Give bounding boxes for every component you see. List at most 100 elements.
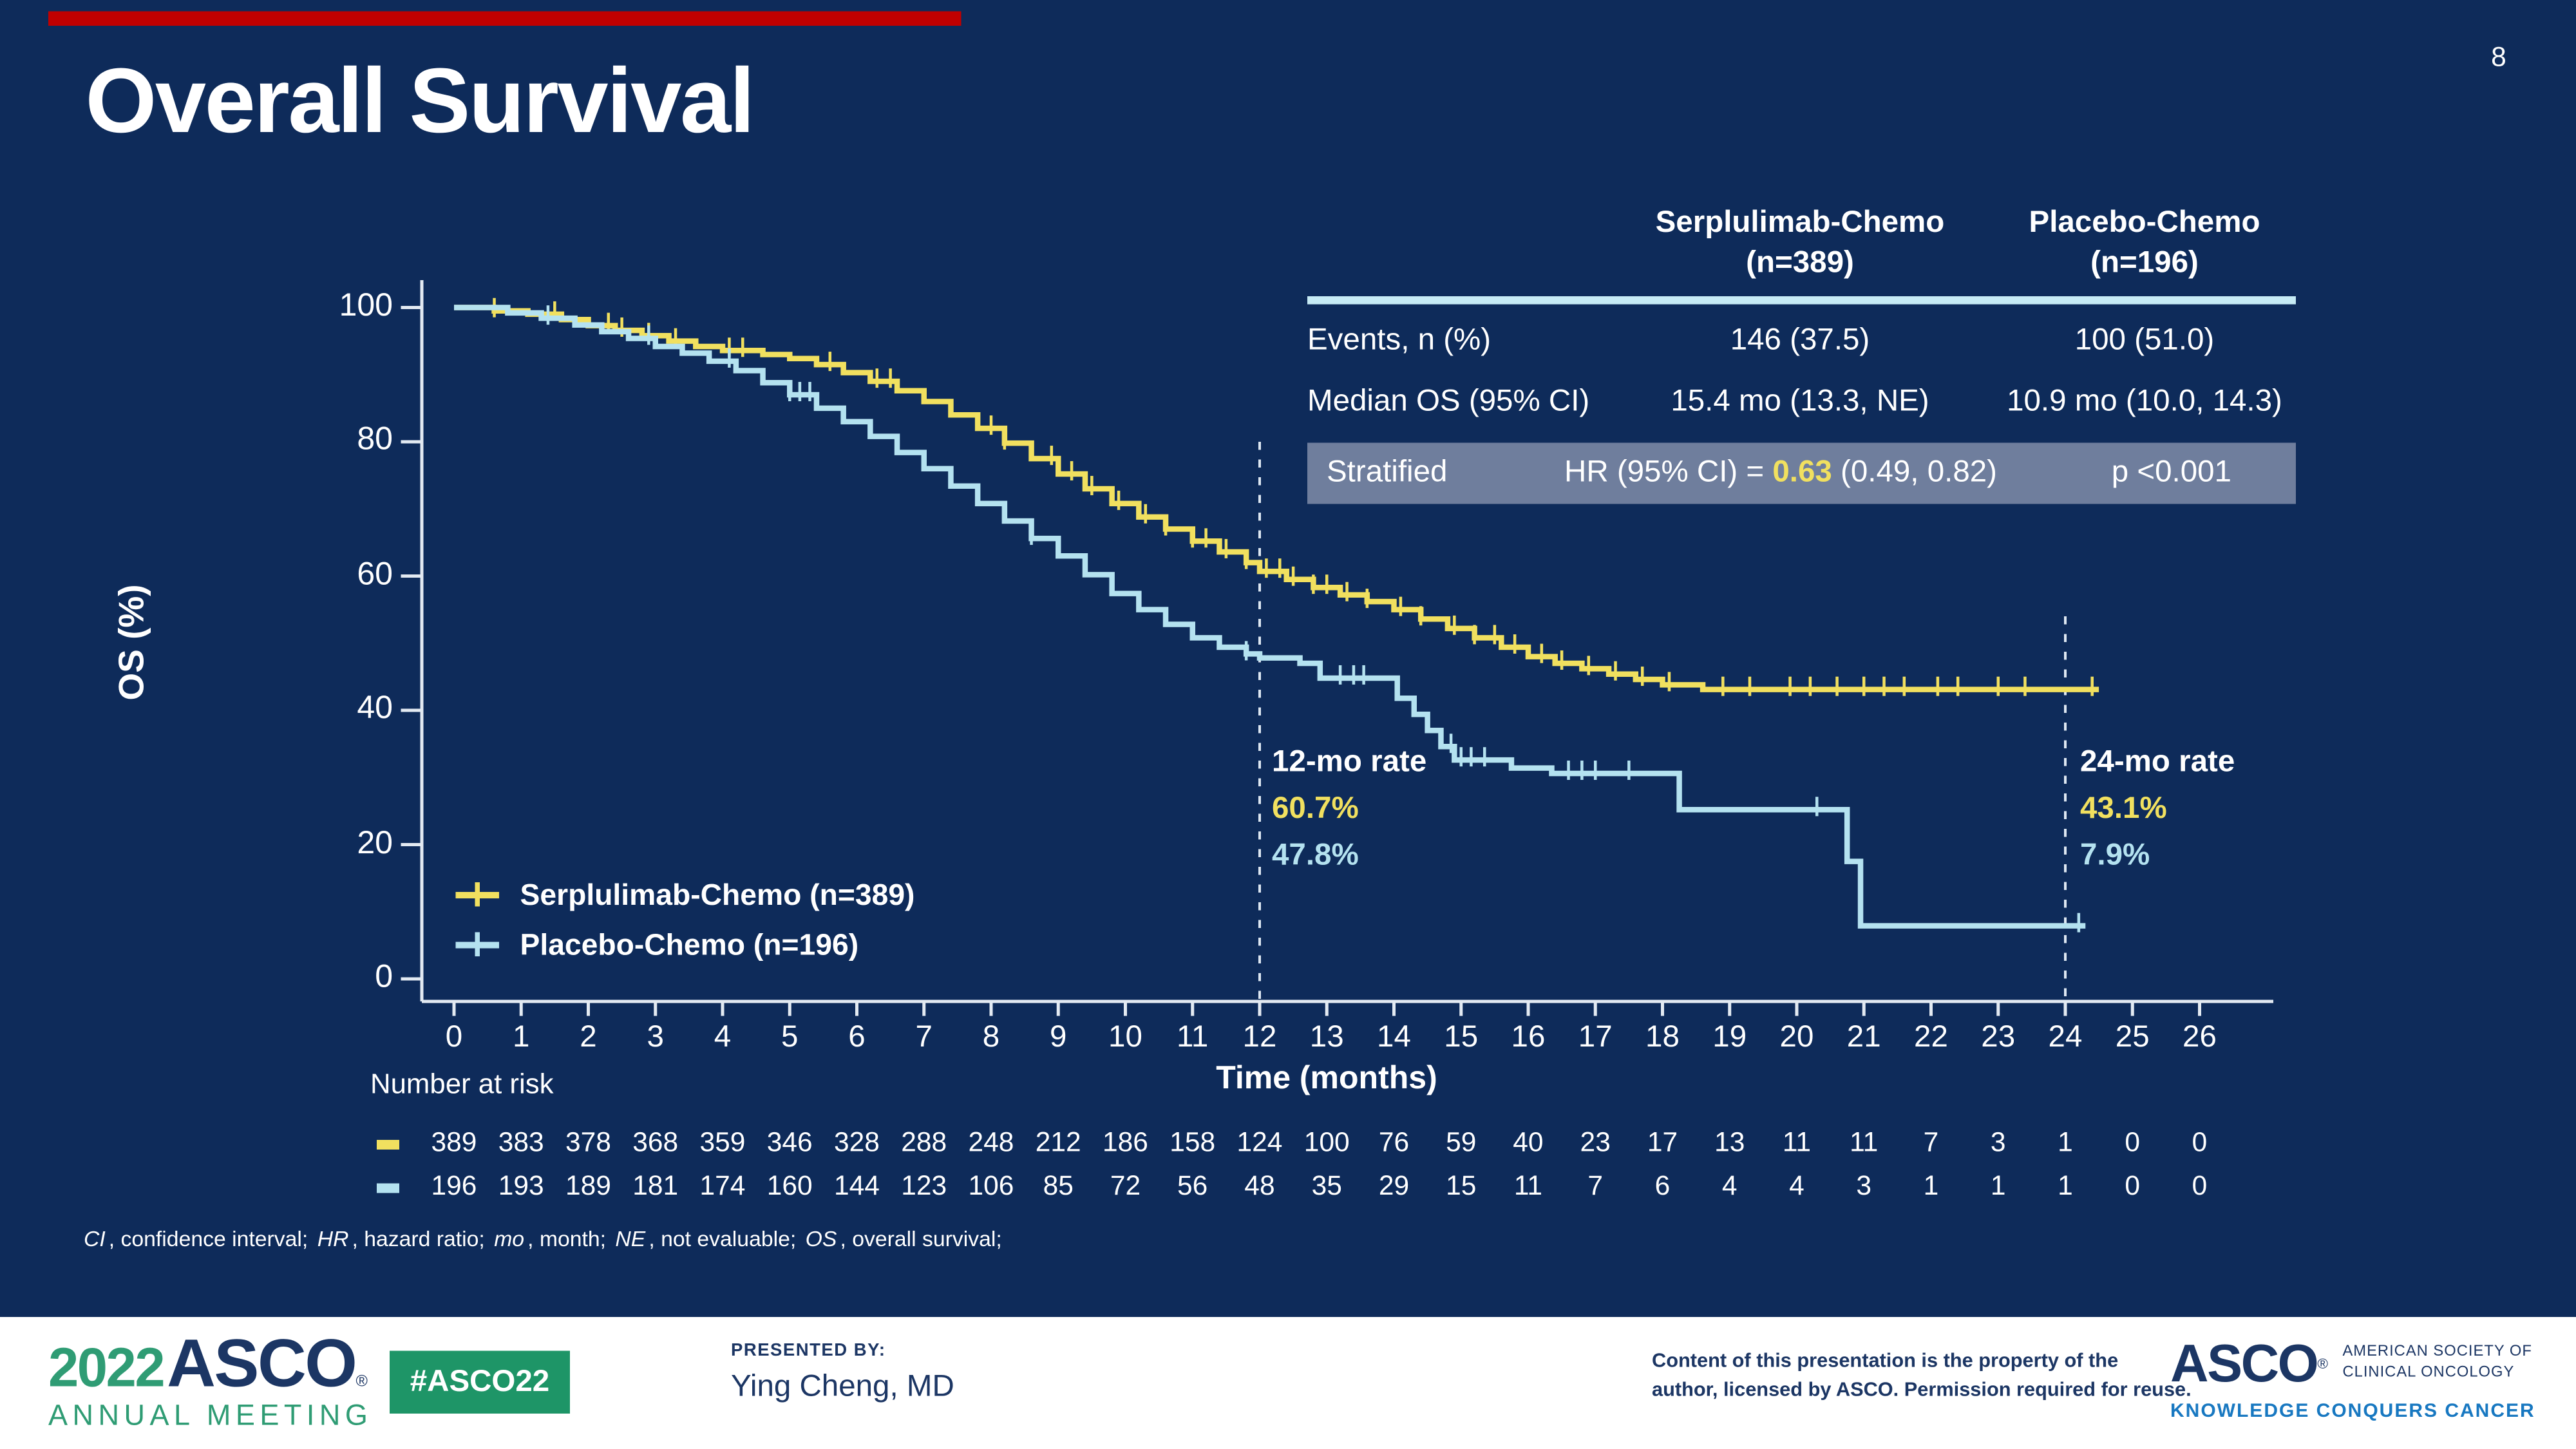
- y-axis-label: OS (%): [111, 584, 152, 701]
- x-tick-label: 15: [1444, 1021, 1479, 1055]
- presented-by-label: PRESENTED BY:: [731, 1341, 886, 1361]
- legend-label-serplulimab: Serplulimab-Chemo (n=389): [520, 876, 915, 911]
- risk-value: 1: [1990, 1170, 2006, 1202]
- x-tick-label: 5: [781, 1021, 799, 1055]
- y-tick-label: 20: [357, 825, 393, 861]
- y-tick-label: 40: [357, 690, 393, 726]
- risk-row-marker: [377, 1140, 399, 1150]
- risk-value: 48: [1244, 1170, 1275, 1202]
- presented-by-block: PRESENTED BY: Ying Cheng, MD: [731, 1341, 954, 1406]
- copyright-disclaimer: Content of this presentation is the prop…: [1652, 1349, 2192, 1401]
- risk-value: 106: [968, 1170, 1014, 1202]
- x-tick-label: 14: [1377, 1021, 1411, 1055]
- risk-value: 4: [1789, 1170, 1804, 1202]
- legend-label-placebo: Placebo-Chemo (n=196): [520, 926, 859, 961]
- risk-value: 6: [1654, 1170, 1671, 1202]
- risk-value: 160: [766, 1170, 813, 1202]
- risk-value: 174: [699, 1170, 746, 1202]
- footnote-segment: , overall survival;: [840, 1227, 1002, 1251]
- annotation-12mo-title: 12-mo rate: [1272, 745, 1427, 780]
- risk-value: 124: [1236, 1127, 1283, 1158]
- footnote-segment: mo: [494, 1227, 525, 1251]
- x-tick-label: 8: [982, 1021, 1000, 1055]
- risk-value: 1: [1923, 1170, 1939, 1202]
- summary-table: Serplulimab-Chemo (n=389) Placebo-Chemo …: [1307, 203, 2296, 504]
- risk-value: 85: [1043, 1170, 1074, 1202]
- risk-value: 29: [1378, 1170, 1410, 1202]
- risk-value: 59: [1446, 1127, 1477, 1158]
- risk-value: 158: [1170, 1127, 1216, 1158]
- stratified-hr-band: Stratified HR (95% CI) = 0.63 (0.49, 0.8…: [1307, 442, 2296, 504]
- annotation-24mo-serplulimab-value: 43.1%: [2080, 792, 2167, 826]
- risk-value: 1: [2058, 1170, 2073, 1202]
- x-tick-label: 19: [1712, 1021, 1747, 1055]
- y-tick-label: 100: [339, 288, 393, 324]
- risk-value: 248: [968, 1127, 1014, 1158]
- risk-value: 181: [632, 1170, 679, 1202]
- x-tick-label: 12: [1242, 1021, 1277, 1055]
- annotation-24mo-rate: 24-mo rate 43.1% 7.9%: [2080, 739, 2235, 880]
- table-header-rule: [1307, 296, 2296, 305]
- hazard-ratio-text: HR (95% CI) = 0.63 (0.49, 0.82): [1564, 455, 1997, 490]
- footnote-segment: OS: [805, 1227, 837, 1251]
- risk-value: 288: [901, 1127, 947, 1158]
- asco-tagline: KNOWLEDGE CONQUERS CANCER: [2170, 1399, 2535, 1422]
- risk-value: 3: [1990, 1127, 2006, 1158]
- hashtag-badge: #ASCO22: [390, 1350, 570, 1414]
- number-at-risk-label: Number at risk: [370, 1067, 554, 1100]
- y-tick-label: 80: [357, 422, 393, 458]
- risk-value: 11: [1850, 1127, 1879, 1158]
- presenter-name: Ying Cheng, MD: [731, 1370, 954, 1405]
- footnote-segment: , month;: [527, 1227, 612, 1251]
- x-tick-label: 10: [1108, 1021, 1142, 1055]
- risk-value: 40: [1513, 1127, 1544, 1158]
- x-tick-label: 23: [1981, 1021, 2016, 1055]
- legend-marker-placebo-icon: [455, 932, 499, 956]
- top-accent-bar: [48, 11, 961, 26]
- risk-value: 11: [1513, 1170, 1543, 1202]
- risk-value: 76: [1378, 1127, 1410, 1158]
- annotation-12mo-serplulimab-value: 60.7%: [1272, 792, 1359, 826]
- legend-item-placebo: Placebo-Chemo (n=196): [455, 920, 915, 970]
- p-value: p <0.001: [2111, 455, 2231, 490]
- plot-legend: Serplulimab-Chemo (n=389) Placebo-Chemo …: [455, 869, 915, 970]
- risk-value: 383: [498, 1127, 544, 1158]
- x-axis-label: Time (months): [1216, 1061, 1437, 1097]
- risk-value: 3: [1856, 1170, 1872, 1202]
- x-tick-label: 4: [714, 1021, 732, 1055]
- risk-value: 35: [1311, 1170, 1342, 1202]
- risk-row-marker: [377, 1183, 399, 1193]
- x-tick-label: 24: [2048, 1021, 2083, 1055]
- footnote-segment: CI: [84, 1227, 106, 1251]
- x-tick-label: 20: [1779, 1021, 1814, 1055]
- risk-value: 378: [565, 1127, 611, 1158]
- x-tick-label: 18: [1645, 1021, 1680, 1055]
- y-tick-label: 60: [357, 556, 393, 592]
- risk-value: 0: [2192, 1127, 2208, 1158]
- risk-value: 0: [2125, 1127, 2141, 1158]
- risk-value: 346: [766, 1127, 813, 1158]
- footer-bar: 2022 ASCO ® ANNUAL MEETING #ASCO22 PRESE…: [0, 1317, 2576, 1449]
- footnote-segment: HR: [317, 1227, 349, 1251]
- x-tick-label: 3: [647, 1021, 664, 1055]
- table-row-median-os: Median OS (95% CI) 15.4 mo (13.3, NE) 10…: [1307, 384, 2282, 419]
- risk-value: 368: [632, 1127, 679, 1158]
- x-tick-label: 17: [1578, 1021, 1613, 1055]
- risk-value: 144: [834, 1170, 880, 1202]
- x-tick-label: 25: [2115, 1021, 2150, 1055]
- risk-value: 56: [1177, 1170, 1208, 1202]
- risk-value: 100: [1303, 1127, 1350, 1158]
- risk-value: 23: [1580, 1127, 1611, 1158]
- legend-item-serplulimab: Serplulimab-Chemo (n=389): [455, 869, 915, 920]
- x-tick-label: 21: [1846, 1021, 1881, 1055]
- legend-marker-serplulimab-icon: [455, 882, 499, 907]
- risk-value: 193: [498, 1170, 544, 1202]
- risk-value: 7: [1923, 1127, 1939, 1158]
- risk-value: 189: [565, 1170, 611, 1202]
- risk-value: 72: [1110, 1170, 1141, 1202]
- x-tick-label: 0: [445, 1021, 463, 1055]
- society-name: AMERICAN SOCIETY OF CLINICAL ONCOLOGY: [2342, 1343, 2532, 1381]
- risk-value: 0: [2125, 1170, 2141, 1202]
- x-tick-label: 26: [2183, 1021, 2217, 1055]
